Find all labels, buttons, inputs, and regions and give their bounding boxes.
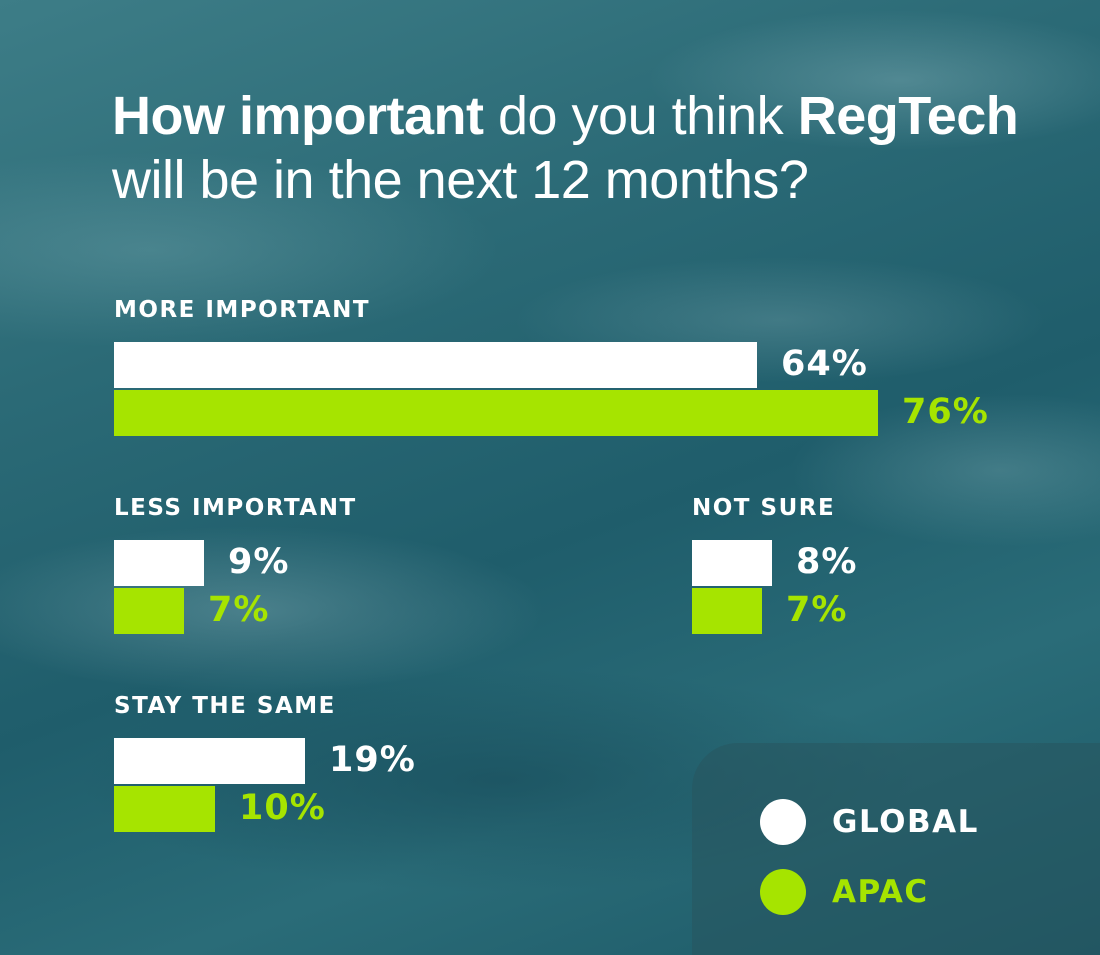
data-label-global: 64%	[781, 344, 868, 384]
bar-apac	[114, 786, 215, 832]
bar-global	[114, 540, 204, 586]
legend: GLOBAL APAC	[692, 743, 1100, 955]
category-label: MORE IMPORTANT	[114, 297, 371, 323]
category-label: NOT SURE	[692, 495, 836, 521]
bar-global	[692, 540, 772, 586]
legend-label-global: GLOBAL	[832, 804, 979, 840]
data-label-apac: 7%	[208, 590, 270, 630]
category-label: LESS IMPORTANT	[114, 495, 357, 521]
data-label-apac: 7%	[786, 590, 848, 630]
bar-apac	[692, 588, 762, 634]
data-label-apac: 10%	[239, 788, 326, 828]
category-label: STAY THE SAME	[114, 693, 336, 719]
bar-apac	[114, 588, 184, 634]
legend-swatch-apac	[760, 869, 806, 915]
title-part: do you think	[483, 86, 798, 146]
title-part: How important	[112, 86, 484, 146]
title-part: RegTech	[797, 86, 1019, 146]
data-label-global: 8%	[796, 542, 858, 582]
bar-global	[114, 342, 757, 388]
legend-swatch-global	[760, 799, 806, 845]
bar-apac	[114, 390, 878, 436]
chart-title: How important do you think RegTech will b…	[112, 84, 1019, 212]
data-label-apac: 76%	[902, 392, 989, 432]
legend-label-apac: APAC	[832, 874, 929, 910]
data-label-global: 19%	[329, 740, 416, 780]
bar-global	[114, 738, 305, 784]
data-label-global: 9%	[228, 542, 290, 582]
title-part: will be in the next 12 months?	[112, 150, 809, 210]
